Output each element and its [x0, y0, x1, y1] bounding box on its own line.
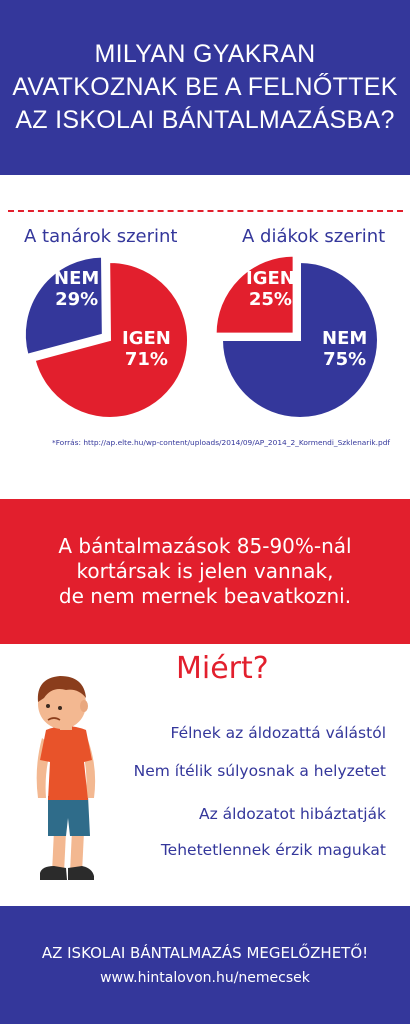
- pie-teachers-label-igen: IGEN 71%: [122, 328, 171, 370]
- pie-students-label-nem: NEM 75%: [322, 328, 367, 370]
- reason-item-2: Nem ítélik súlyosnak a helyzetet: [133, 762, 386, 780]
- pie-teachers-igen-text: IGEN: [122, 328, 171, 349]
- source-citation: *Forrás: http://ap.elte.hu/wp-content/up…: [52, 438, 390, 447]
- header-title-line-1: MILYAN GYAKRAN: [94, 40, 316, 68]
- header-banner: MILYAN GYAKRAN AVATKOZNAK BE A FELNŐTTEK…: [0, 0, 410, 175]
- pie-title-students: A diákok szerint: [242, 226, 386, 247]
- pie-teachers-igen-value: 71%: [124, 349, 168, 370]
- footer-banner: AZ ISKOLAI BÁNTALMAZÁS MEGELŐZHETŐ! www.…: [0, 906, 410, 1024]
- pie-students-label-igen: IGEN 25%: [246, 268, 295, 310]
- footer-slogan: AZ ISKOLAI BÁNTALMAZÁS MEGELŐZHETŐ!: [41, 944, 369, 962]
- pie-chart-teachers: [23, 255, 189, 419]
- reason-item-1: Félnek az áldozattá válástól: [170, 724, 387, 742]
- reason-item-4: Tehetetlennek érzik magukat: [160, 841, 386, 859]
- highlight-banner: A bántalmazások 85-90%-nál kortársak is …: [0, 499, 410, 644]
- pie-students-nem-text: NEM: [322, 328, 368, 349]
- pie-students-igen-value: 25%: [248, 289, 292, 310]
- pie-chart-students: [214, 254, 379, 419]
- header-title-line-3: AZ ISKOLAI BÁNTALMAZÁSBA?: [15, 106, 395, 134]
- highlight-line-2: kortársak is jelen vannak,: [76, 559, 334, 583]
- pie-slice-igen: [214, 254, 295, 335]
- reason-item-3: Az áldozatot hibáztatják: [198, 805, 386, 823]
- pie-students-igen-text: IGEN: [246, 268, 295, 289]
- highlight-line-1: A bántalmazások 85-90%-nál: [58, 534, 352, 558]
- pie-title-teachers: A tanárok szerint: [24, 226, 178, 247]
- dashed-divider: [8, 210, 403, 212]
- pie-teachers-nem-text: NEM: [54, 268, 100, 289]
- pie-slice-nem: [220, 260, 379, 419]
- pie-slice-igen: [33, 261, 189, 419]
- footer-url[interactable]: www.hintalovon.hu/nemecsek: [100, 970, 310, 986]
- pie-teachers-nem-value: 29%: [55, 289, 99, 310]
- pie-teachers-label-nem: NEM 29%: [54, 268, 99, 310]
- highlight-line-3: de nem mernek beavatkozni.: [58, 584, 352, 608]
- sad-boy-illustration: [36, 676, 96, 880]
- header-title-line-2: AVATKOZNAK BE A FELNŐTTEK: [12, 73, 398, 101]
- why-heading: Miért?: [176, 651, 269, 686]
- pie-slice-nem: [23, 255, 104, 356]
- pie-students-nem-value: 75%: [323, 349, 367, 370]
